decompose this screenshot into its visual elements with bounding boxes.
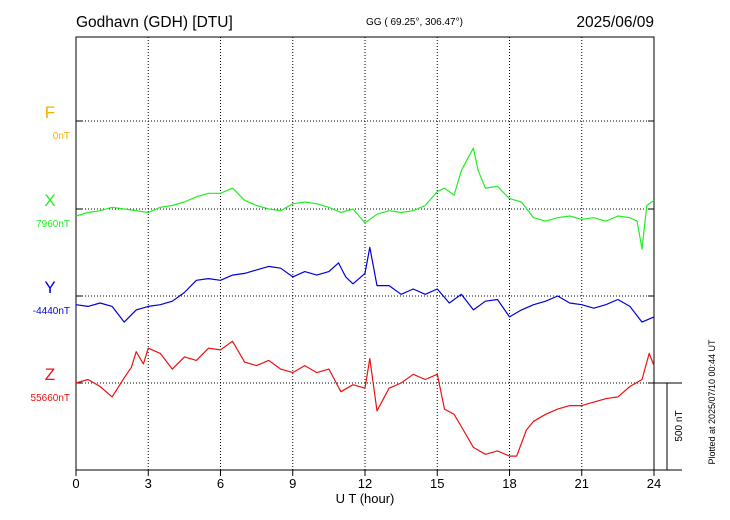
- chart-date: 2025/06/09: [576, 14, 654, 31]
- x-tick-label: 21: [575, 476, 589, 491]
- x-tick-label: 24: [647, 476, 661, 491]
- x-axis-title: U T (hour): [336, 491, 395, 506]
- station-coords: GG ( 69.25°, 306.47°): [366, 17, 463, 28]
- series-name-X: X: [44, 191, 55, 210]
- series-name-Y: Y: [44, 278, 55, 297]
- x-tick-label: 9: [289, 476, 296, 491]
- series-line-Y: [75, 246, 655, 323]
- series-name-F: F: [45, 103, 55, 122]
- series-name-Z: Z: [45, 365, 55, 384]
- series-lines: [75, 147, 655, 457]
- x-tick-label: 6: [217, 476, 224, 491]
- series-line-Z: [75, 340, 655, 457]
- series-baseline-Y: -4440nT: [33, 306, 70, 317]
- x-tick-label: 0: [72, 476, 79, 491]
- series-labels: F 0nT X 7960nT Y -4440nT Z 55660nT: [31, 103, 70, 404]
- series-baseline-F: 0nT: [53, 131, 70, 142]
- x-tick-label: 15: [430, 476, 444, 491]
- scale-bar: 500 nT: [654, 382, 685, 471]
- station-title: Godhavn (GDH) [DTU]: [76, 14, 233, 31]
- baseline-lines: [76, 120, 654, 384]
- series-line-X: [75, 147, 655, 250]
- scale-bar-label: 500 nT: [674, 410, 685, 441]
- x-tick-label: 12: [358, 476, 372, 491]
- x-axis-ticks: 0 3 6 9 12 15 18 21 24: [72, 470, 661, 491]
- series-baseline-Z: 55660nT: [31, 393, 70, 404]
- series-baseline-X: 7960nT: [36, 219, 70, 230]
- x-tick-label: 3: [145, 476, 152, 491]
- plotted-at-footnote: Plotted at 2025/07/10 00:44 UT: [707, 339, 717, 465]
- x-tick-label: 18: [502, 476, 516, 491]
- grid-lines: [147, 37, 583, 470]
